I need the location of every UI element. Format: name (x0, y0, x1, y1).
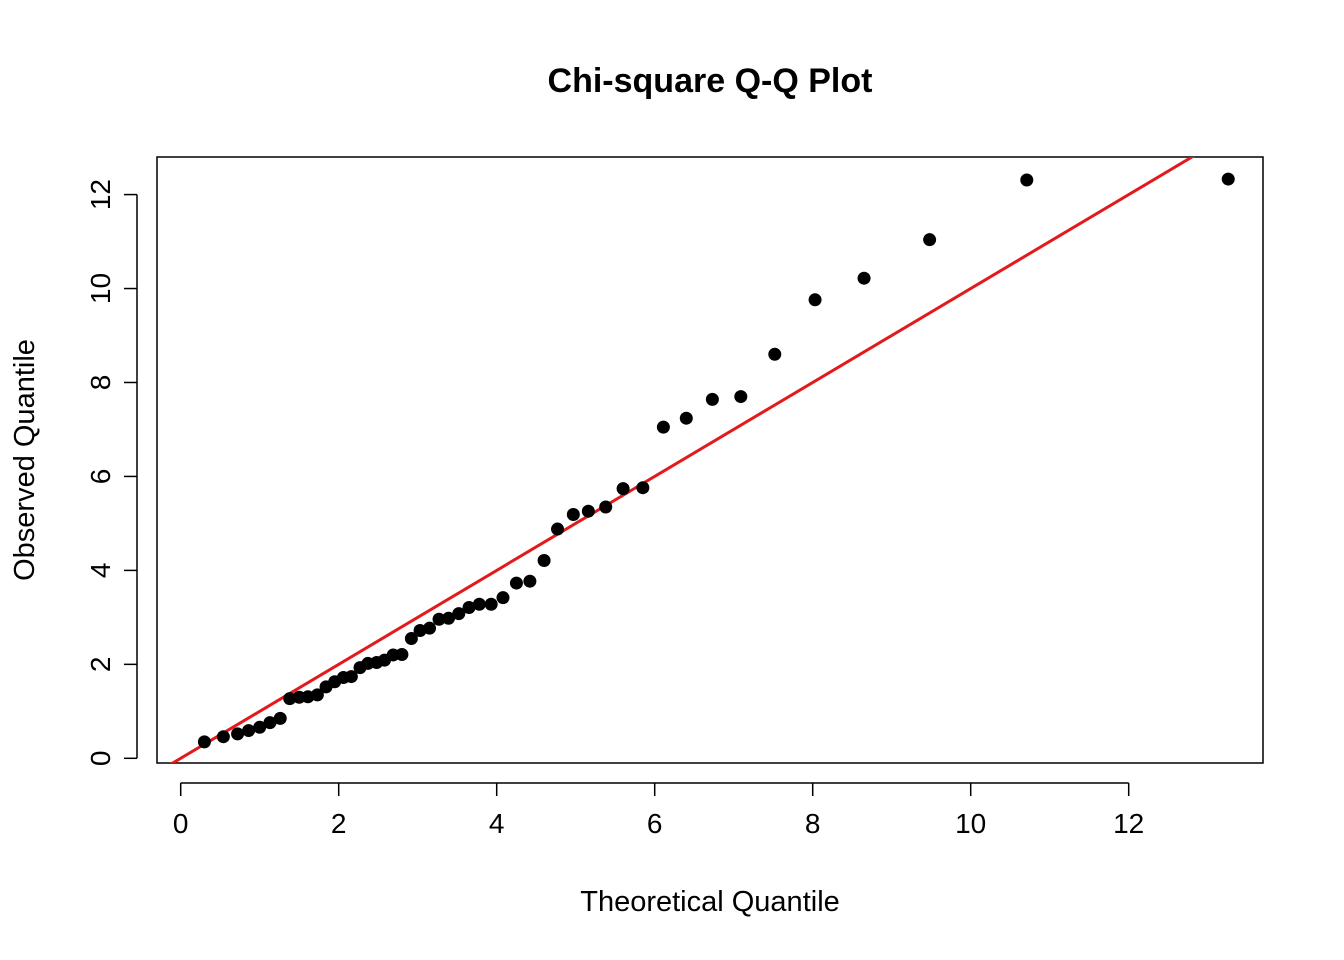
data-point (423, 621, 437, 635)
data-point (273, 711, 287, 725)
data-point (1020, 173, 1034, 187)
data-point (509, 576, 523, 590)
data-point (523, 574, 537, 588)
data-point (857, 271, 871, 285)
data-point (705, 392, 719, 406)
data-point (344, 670, 358, 684)
data-point (310, 688, 324, 702)
y-tick-label: 2 (85, 657, 116, 673)
data-point (656, 420, 670, 434)
data-point (472, 597, 486, 611)
y-tick-label: 8 (85, 375, 116, 391)
data-point (197, 735, 211, 749)
x-axis-label: Theoretical Quantile (580, 886, 840, 918)
data-point (432, 612, 446, 626)
data-point (636, 481, 650, 495)
x-tick-label: 12 (1113, 808, 1144, 839)
data-point (462, 601, 476, 615)
data-point (442, 611, 456, 625)
data-point (768, 347, 782, 361)
data-point (242, 724, 256, 738)
data-point (808, 293, 822, 307)
data-point (581, 504, 595, 518)
data-point (253, 720, 267, 734)
chart-title: Chi-square Q-Q Plot (548, 62, 873, 100)
data-point (395, 647, 409, 661)
data-point (484, 597, 498, 611)
data-point (1221, 172, 1235, 186)
x-axis: 0 2 4 6 8 10 12 (173, 782, 1144, 839)
data-point (599, 500, 613, 514)
data-point (263, 716, 277, 730)
data-point (734, 390, 748, 404)
y-axis-label: Observed Quantile (9, 339, 41, 581)
data-point (452, 607, 466, 621)
y-tick-label: 0 (85, 751, 116, 767)
x-tick-label: 0 (173, 808, 189, 839)
data-point (679, 411, 693, 425)
data-point (231, 727, 245, 741)
x-tick-label: 4 (489, 808, 505, 839)
data-point (537, 554, 551, 568)
x-tick-label: 2 (331, 808, 347, 839)
y-tick-label: 12 (85, 179, 116, 210)
data-point (551, 522, 565, 536)
data-point (616, 482, 630, 496)
data-point (923, 233, 937, 247)
points-group (197, 172, 1235, 749)
data-point (566, 507, 580, 521)
x-tick-label: 10 (955, 808, 986, 839)
y-tick-label: 4 (85, 563, 116, 579)
data-point (216, 730, 230, 744)
plot-frame (156, 156, 1264, 764)
y-tick-label: 10 (85, 273, 116, 304)
y-axis: 0 2 4 6 8 10 12 (85, 179, 138, 767)
x-tick-label: 6 (647, 808, 663, 839)
y-tick-label: 6 (85, 469, 116, 485)
reference-line-group (169, 157, 1195, 763)
data-point (496, 591, 510, 605)
reference-line (169, 157, 1195, 763)
x-tick-label: 8 (805, 808, 821, 839)
data-point (404, 632, 418, 646)
